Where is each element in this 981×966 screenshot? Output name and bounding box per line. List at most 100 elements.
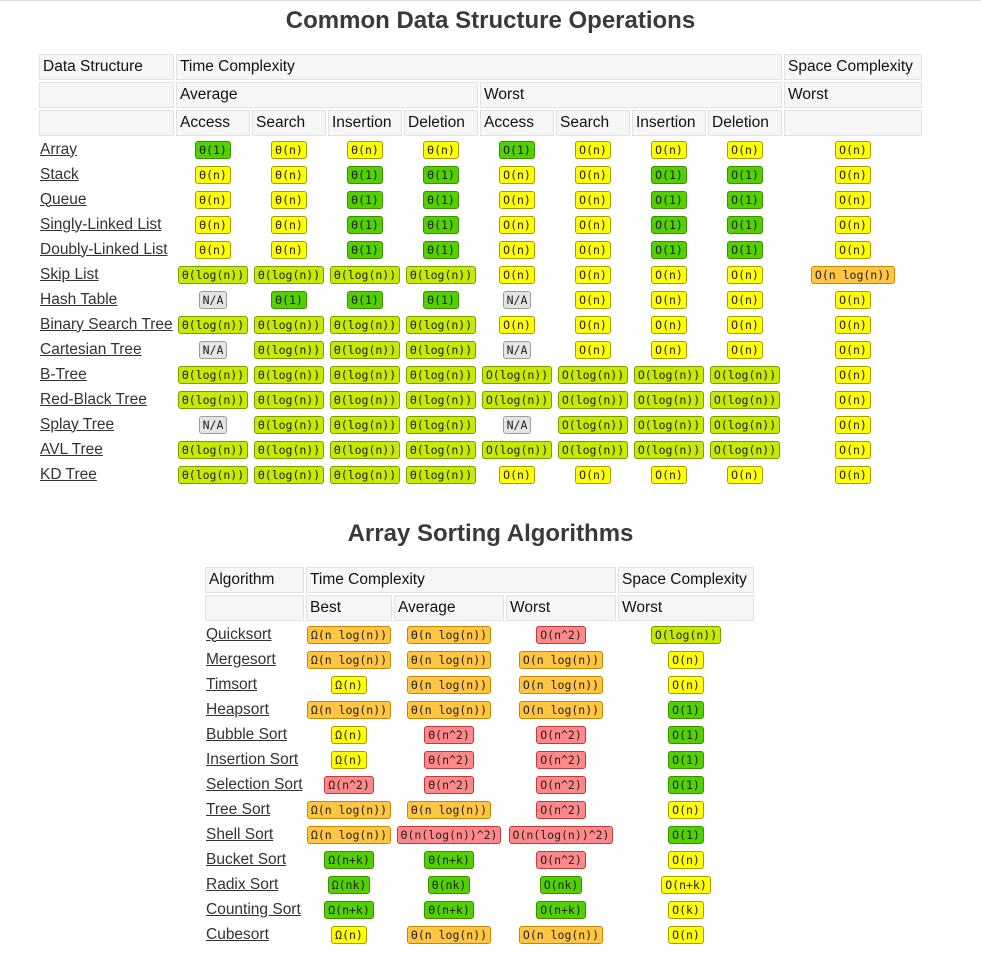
complexity-badge: O(log(n)) [557,390,629,409]
complexity-badge: O(log(n)) [633,390,705,409]
link-kd-tree[interactable]: KD Tree [40,465,97,483]
complexity-badge: O(log(n)) [650,625,722,644]
top-divider [0,0,981,1]
complexity-badge: Θ(n(log(n))^2) [396,825,502,844]
link-mergesort[interactable]: Mergesort [206,650,276,668]
complexity-badge: Θ(1) [423,165,459,184]
table-row: Insertion Sort Ω(n) Θ(n^2) O(n^2) O(1) [205,748,754,771]
link-tree-sort[interactable]: Tree Sort [206,800,271,818]
link-bubble-sort[interactable]: Bubble Sort [206,725,287,743]
link-binary-search-tree[interactable]: Binary Search Tree [40,315,173,333]
complexity-badge: Θ(log(n)) [405,340,477,359]
complexity-badge: O(n) [727,140,763,159]
complexity-badge: O(1) [651,190,687,209]
link-singly-linked-list[interactable]: Singly-Linked List [40,215,162,233]
link-doubly-linked-list[interactable]: Doubly-Linked List [40,240,168,258]
complexity-badge: Ω(n log(n)) [306,650,392,669]
complexity-badge: O(n) [651,465,687,484]
link-cartesian-tree[interactable]: Cartesian Tree [40,340,142,358]
link-skip-list[interactable]: Skip List [40,265,99,283]
complexity-badge: N/A [502,415,532,434]
complexity-badge: O(log(n)) [557,415,629,434]
complexity-badge: O(n log(n)) [518,675,604,694]
complexity-badge: Θ(log(n)) [329,340,401,359]
complexity-badge: Θ(1) [347,215,383,234]
header-average: Average [394,595,504,621]
complexity-badge: Θ(log(n)) [329,415,401,434]
complexity-badge: Θ(log(n)) [253,415,325,434]
complexity-badge: Θ(n) [195,215,231,234]
complexity-badge: O(n^2) [536,775,586,794]
complexity-badge: O(1) [651,240,687,259]
link-selection-sort[interactable]: Selection Sort [206,775,303,793]
complexity-badge: O(n) [835,190,871,209]
complexity-badge: N/A [502,340,532,359]
subheader-deletion-4: Deletion [404,110,478,136]
complexity-badge: O(n) [668,925,704,944]
link-avl-tree[interactable]: AVL Tree [40,440,103,458]
table-row: AVL Tree Θ(log(n)) Θ(log(n)) Θ(log(n)) Θ(log… [39,438,922,461]
link-heapsort[interactable]: Heapsort [206,700,269,718]
complexity-badge: Θ(log(n)) [177,365,249,384]
complexity-badge: O(n) [575,315,611,334]
complexity-badge: O(n) [835,290,871,309]
complexity-badge: O(log(n)) [633,415,705,434]
complexity-badge: Θ(n) [347,140,383,159]
link-red-black-tree[interactable]: Red-Black Tree [40,390,147,408]
link-cubesort[interactable]: Cubesort [206,925,269,943]
complexity-badge: O(n) [575,215,611,234]
complexity-badge: Θ(1) [271,290,307,309]
table-row: Binary Search Tree Θ(log(n)) Θ(log(n)) Θ(lo… [39,313,922,336]
link-b-tree[interactable]: B-Tree [40,365,87,383]
link-stack[interactable]: Stack [40,165,79,183]
table-row: Counting Sort Ω(n+k) Θ(n+k) O(n+k) O(k) [205,898,754,921]
header-time-complexity: Time Complexity [176,54,782,80]
link-shell-sort[interactable]: Shell Sort [206,825,274,843]
complexity-badge: O(n) [835,340,871,359]
complexity-badge: Θ(n log(n)) [406,925,492,944]
link-quicksort[interactable]: Quicksort [206,625,272,643]
complexity-badge: Θ(n) [271,240,307,259]
complexity-badge: O(log(n)) [709,440,781,459]
complexity-badge: Θ(nk) [427,875,471,894]
complexity-badge: O(n) [499,465,535,484]
complexity-badge: O(n^2) [536,800,586,819]
complexity-badge: Ω(n^2) [324,775,374,794]
link-splay-tree[interactable]: Splay Tree [40,415,115,433]
complexity-badge: O(n) [835,390,871,409]
complexity-badge: Θ(log(n)) [253,365,325,384]
complexity-badge: O(n^2) [536,625,586,644]
link-counting-sort[interactable]: Counting Sort [206,900,301,918]
complexity-badge: Θ(n) [271,190,307,209]
table-row: Cubesort Ω(n) Θ(n log(n)) O(n log(n)) O(n) [205,923,754,946]
ds-title: Common Data Structure Operations [285,7,696,34]
complexity-badge: Θ(log(n)) [177,440,249,459]
link-radix-sort[interactable]: Radix Sort [206,875,279,893]
link-hash-table[interactable]: Hash Table [40,290,118,308]
complexity-badge: Θ(log(n)) [329,265,401,284]
complexity-badge: Θ(log(n)) [405,390,477,409]
link-array[interactable]: Array [40,140,78,158]
table-row: Bubble Sort Ω(n) Θ(n^2) O(n^2) O(1) [205,723,754,746]
complexity-badge: O(1) [727,215,763,234]
complexity-badge: Θ(n) [271,165,307,184]
link-bucket-sort[interactable]: Bucket Sort [206,850,287,868]
header-space-worst: Worst [618,595,754,621]
sort-title: Array Sorting Algorithms [347,520,634,547]
table-row: Bucket Sort Ω(n+k) Θ(n+k) O(n^2) O(n) [205,848,754,871]
header-data-structure: Data Structure [39,54,174,80]
complexity-badge: Θ(log(n)) [177,315,249,334]
complexity-badge: O(1) [668,825,704,844]
complexity-badge: O(n) [575,240,611,259]
complexity-badge: Θ(n log(n)) [406,675,492,694]
complexity-badge: O(n) [668,650,704,669]
complexity-badge: O(log(n)) [557,440,629,459]
table-row: Array Θ(1) Θ(n) Θ(n) Θ(n) O(1) O(n) O(n) O(n) O(n… [39,138,922,161]
complexity-badge: Θ(log(n)) [329,315,401,334]
complexity-badge: Θ(n^2) [424,725,474,744]
link-timsort[interactable]: Timsort [206,675,258,693]
link-insertion-sort[interactable]: Insertion Sort [206,750,299,768]
complexity-badge: O(n) [668,850,704,869]
link-queue[interactable]: Queue [40,190,87,208]
complexity-badge: Ω(n) [331,925,367,944]
